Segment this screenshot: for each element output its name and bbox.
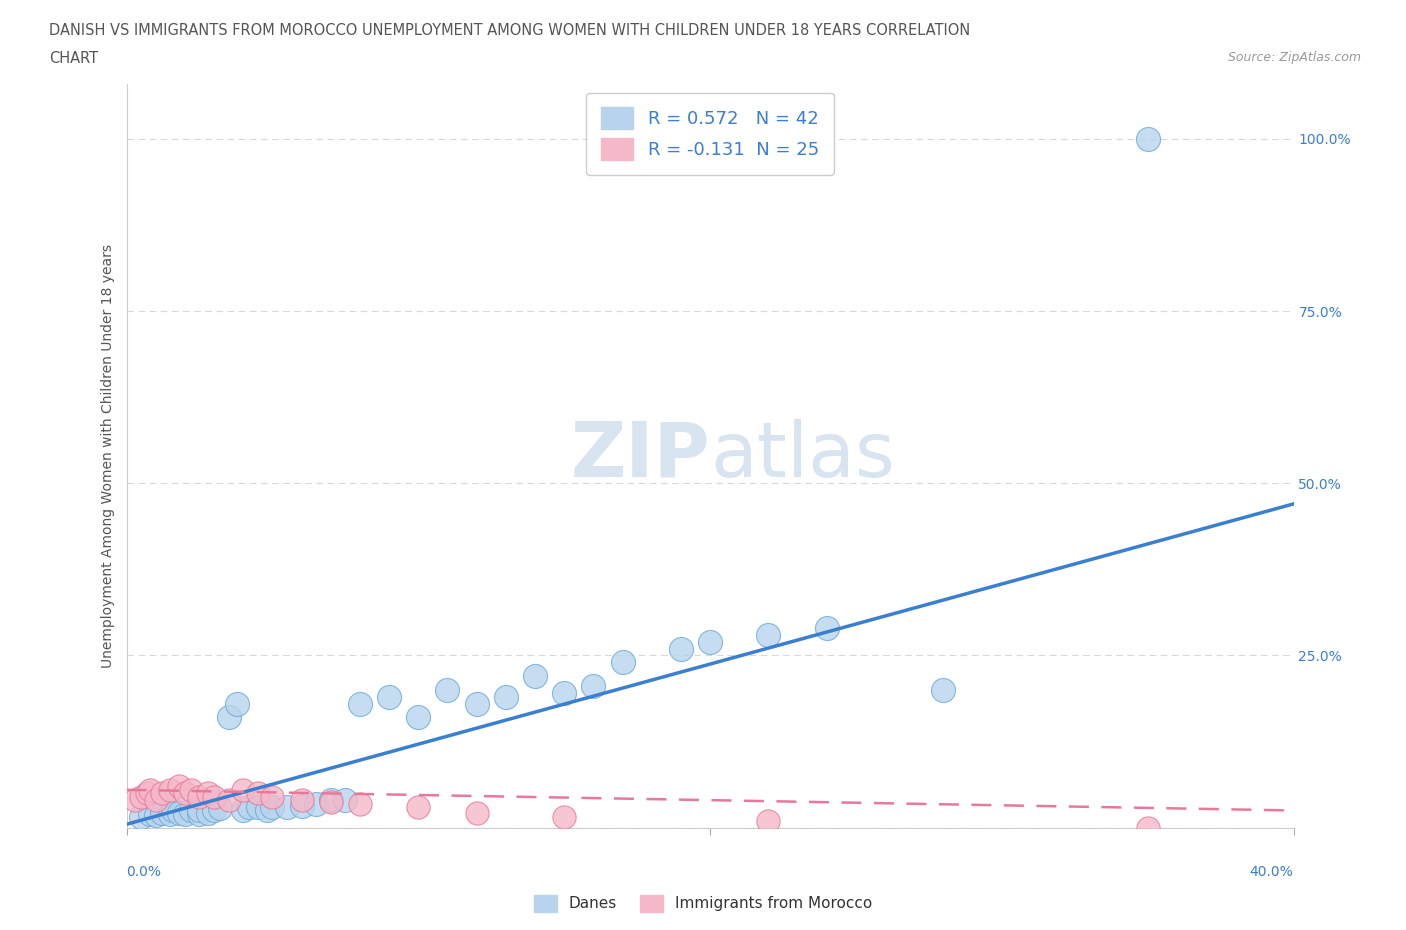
Text: CHART: CHART (49, 51, 98, 66)
Text: 40.0%: 40.0% (1250, 865, 1294, 879)
Point (582, 679, 605, 694)
Point (180, 803, 202, 817)
Point (756, 628, 779, 643)
Point (290, 798, 312, 813)
Point (232, 782, 254, 797)
Legend: Danes, Immigrants from Morocco: Danes, Immigrants from Morocco (527, 889, 879, 918)
Point (276, 800, 298, 815)
Point (553, 810, 575, 825)
Point (305, 796, 328, 811)
Point (150, 805, 173, 820)
Point (436, 683, 458, 698)
Point (197, 786, 219, 801)
Point (124, 792, 146, 807)
Point (699, 634, 721, 649)
Point (139, 806, 162, 821)
Point (238, 800, 260, 815)
Point (167, 805, 190, 820)
Point (202, 803, 225, 817)
Point (150, 786, 173, 801)
Point (465, 805, 488, 820)
Text: DANISH VS IMMIGRANTS FROM MOROCCO UNEMPLOYMENT AMONG WOMEN WITH CHILDREN UNDER 1: DANISH VS IMMIGRANTS FROM MOROCCO UNEMPL… (49, 23, 970, 38)
Text: atlas: atlas (710, 418, 894, 493)
Point (319, 792, 342, 807)
Point (335, 792, 357, 807)
Point (226, 697, 249, 711)
Point (408, 710, 430, 724)
Point (202, 790, 225, 804)
Point (188, 790, 211, 804)
Point (262, 800, 284, 815)
Point (145, 808, 167, 823)
Point (495, 689, 517, 704)
Point (159, 782, 181, 797)
Point (553, 686, 575, 701)
Legend: R = 0.572   N = 42, R = -0.131  N = 25: R = 0.572 N = 42, R = -0.131 N = 25 (586, 93, 834, 175)
Point (290, 792, 312, 807)
Point (465, 697, 488, 711)
Point (218, 710, 240, 724)
Y-axis label: Unemployment Among Women with Children Under 18 years: Unemployment Among Women with Children U… (101, 244, 115, 668)
Point (246, 786, 269, 801)
Point (932, 683, 955, 698)
Point (756, 814, 779, 829)
Point (162, 803, 184, 817)
Point (129, 810, 152, 825)
Point (262, 790, 284, 804)
Point (145, 792, 167, 807)
Point (408, 800, 430, 815)
Point (349, 697, 371, 711)
Point (197, 805, 219, 820)
Point (815, 620, 838, 635)
Point (136, 786, 159, 801)
Point (139, 782, 162, 797)
Point (1136, 131, 1159, 146)
Point (524, 669, 547, 684)
Point (256, 803, 278, 817)
Point (167, 779, 190, 794)
Point (612, 655, 634, 670)
Point (246, 800, 269, 815)
Point (129, 790, 152, 804)
Point (669, 641, 692, 656)
Point (319, 794, 342, 809)
Point (218, 792, 240, 807)
Point (188, 803, 211, 817)
Point (232, 803, 254, 817)
Point (1136, 820, 1159, 835)
Point (174, 806, 197, 821)
Point (208, 801, 231, 816)
Point (174, 786, 197, 801)
Point (188, 806, 211, 821)
Text: 0.0%: 0.0% (127, 865, 162, 879)
Text: ZIP: ZIP (571, 418, 710, 493)
Point (349, 796, 371, 811)
Point (159, 806, 181, 821)
Point (180, 782, 202, 797)
Text: Source: ZipAtlas.com: Source: ZipAtlas.com (1227, 51, 1361, 64)
Point (378, 689, 401, 704)
